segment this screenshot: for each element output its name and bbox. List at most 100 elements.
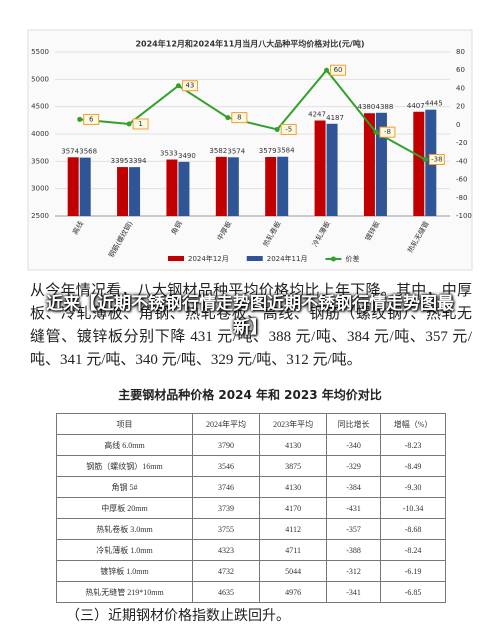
y2-tick-label: 0 [456,121,460,129]
y-tick-label: 5500 [31,48,49,56]
data-label: 3574 [61,147,79,155]
bar [277,156,289,216]
bar [67,157,79,216]
table-cell: 钢筋（螺纹钢）16mm [56,455,193,477]
table-cell: 5044 [259,560,328,582]
table-cell: -9.30 [380,476,446,498]
data-label: 3533 [160,150,178,158]
table-cell: 4976 [259,581,328,603]
line-marker [422,157,428,163]
bar [117,167,129,216]
bar [363,113,375,216]
label-box [330,64,347,76]
bar [178,161,190,216]
table-cell: 热轧无缝管 219*10mm [56,581,193,603]
table-cell: -384 [326,476,382,498]
label-box [280,123,297,135]
label-box [428,154,445,166]
y2-tick-label: -40 [456,157,467,165]
line-marker [126,121,132,127]
table-row: 热轧卷板 3.0mm 3755 4112 -357 -8.68 [56,518,446,540]
line-marker [175,83,181,89]
table-row: 钢筋（螺纹钢）16mm 3546 3875 -329 -8.49 [56,455,446,477]
data-label: 6 [89,115,94,123]
y2-tick-label: 20 [456,103,465,111]
data-label: 4380 [358,103,376,111]
y-tick-label: 4500 [31,103,49,111]
y2-tick-label: -100 [456,212,472,220]
legend-swatch [246,256,263,261]
y2-tick-label: -20 [456,139,467,147]
paragraph: 从今年情况看，八大钢材品种平均价格均比上年下降。其中，中厚板、冷轧薄板、角钢、热… [30,283,472,368]
data-label: 4247 [308,110,326,118]
y2-tick-label: 40 [456,84,465,92]
data-label: 4407 [407,102,425,110]
table-cell: 4170 [259,497,328,519]
label-box [379,126,396,138]
bar [314,120,326,216]
data-label: 3584 [277,147,295,155]
data-label: 4187 [326,114,344,122]
table-cell: -431 [326,497,382,519]
data-label: 3574 [227,147,245,155]
table: 项目 2024年平均 2023年平均 同比增长 增幅（%） 高线 6.0mm 3790 413… [56,413,446,603]
table-cell: -6.19 [380,560,446,582]
y-tick-label: 2500 [31,212,49,220]
data-label: 4388 [376,103,394,111]
table-row: 中厚板 20mm 3739 4170 -431 -10.34 [56,497,446,519]
bar [227,157,239,216]
table-cell: 角钢 5# [56,476,193,498]
table-cell: -6.85 [380,581,446,603]
header-cell: 2023年平均 [259,413,328,435]
table-row: 角钢 5# 3746 4130 -384 -9.30 [56,476,446,498]
legend-label: 2024年11月 [267,254,308,263]
legend-label: 2024年12月 [188,254,229,263]
chart-frame [27,29,473,271]
line-marker [274,126,280,132]
header-row: 项目 2024年平均 2023年平均 同比增长 增幅（%） [56,413,446,435]
table-cell: 3746 [191,476,261,498]
data-label: 3490 [178,152,196,160]
table-row: 热轧无缝管 219*10mm 4635 4976 -341 -6.85 [56,581,446,603]
data-label: 1 [138,120,142,128]
y2-tick-label: 60 [456,66,465,74]
table-cell: 镀锌板 1.0mm [56,560,193,582]
data-label: 3579 [259,147,277,155]
bar [166,159,178,216]
header-cell: 2024年平均 [191,413,261,435]
y-tick-label: 3000 [31,185,49,193]
table-cell: 4711 [259,539,328,561]
bar [375,112,387,216]
table-cell: 4635 [191,581,261,603]
line-marker [324,67,330,73]
data-label: 8 [237,114,241,122]
y-tick-label: 4000 [31,130,49,138]
label-box [83,113,100,125]
table-cell: -8.24 [380,539,446,561]
label-box [231,112,248,124]
table-cell: 4112 [259,518,328,540]
header-cell: 项目 [56,413,193,435]
label-box [132,118,149,130]
bar [79,157,91,216]
table-cell: 冷轧薄板 1.0mm [56,539,193,561]
table-cell: -340 [326,434,382,456]
table-cell: -388 [326,539,382,561]
data-label: -38 [431,156,442,164]
table-cell: -312 [326,560,382,582]
y2-tick-label: 80 [456,48,465,56]
table-row: 冷轧薄板 1.0mm 4323 4711 -388 -8.24 [56,539,446,561]
header-cell: 同比增长 [326,413,382,435]
chart-title: 2024年12月和2024年11月当月八大品种平均价格对比(元/吨) [135,39,364,49]
table-cell: 4323 [191,539,261,561]
table-cell: 热轧卷板 3.0mm [56,518,193,540]
table-cell: -10.34 [380,497,446,519]
table-cell: 中厚板 20mm [56,497,193,519]
data-label: 4445 [425,100,443,108]
table-cell: 4130 [259,434,328,456]
data-label: 43 [185,82,194,90]
label-box [181,80,198,92]
legend-label: 价差 [345,254,359,263]
table-cell: 4130 [259,476,328,498]
